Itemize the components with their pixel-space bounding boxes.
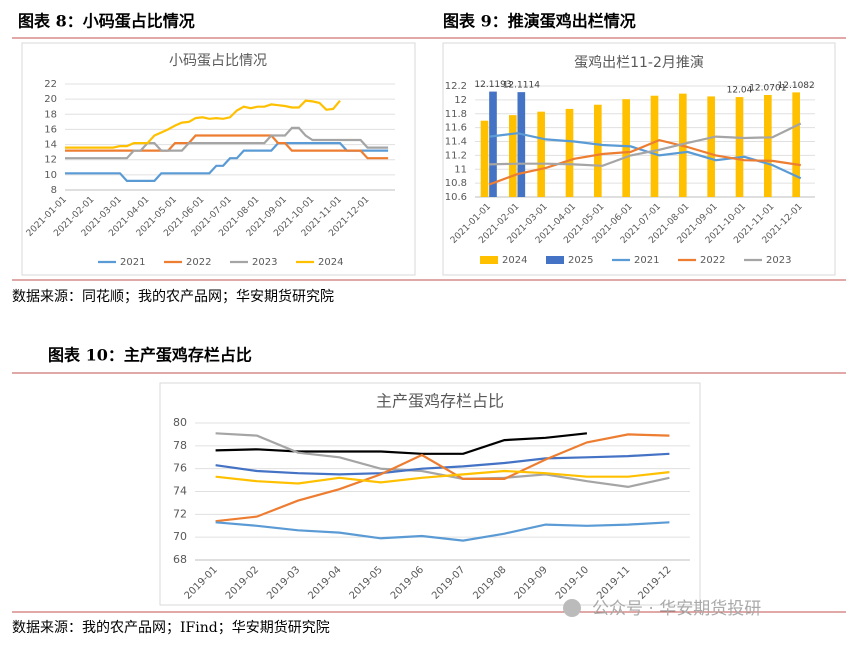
- bar: [537, 111, 545, 197]
- line: [65, 126, 389, 160]
- y-tick-label: 14: [44, 140, 57, 151]
- y-tick-label: 10: [44, 170, 57, 181]
- line: [489, 132, 802, 180]
- line: [488, 138, 801, 186]
- y-tick-label: 78: [173, 439, 187, 452]
- bar: [565, 108, 574, 197]
- y-tick-label: 11.8: [445, 109, 467, 120]
- y-tick-label: 22: [44, 79, 57, 90]
- source: 数据来源：我的农产品网；IFind；华安期货研究院: [12, 619, 330, 636]
- bar: [764, 95, 772, 197]
- legend-label: 2021: [634, 255, 659, 266]
- data-label: 12.1114: [503, 81, 540, 91]
- heading: 图表 10：主产蛋鸡存栏占比: [48, 346, 252, 365]
- y-tick-label: 70: [173, 530, 187, 543]
- y-tick-label: 68: [173, 553, 187, 566]
- y-tick-label: 11.2: [445, 150, 467, 161]
- line: [215, 432, 588, 455]
- data-label: 12.04: [727, 86, 753, 96]
- line: [489, 122, 802, 167]
- line: [215, 469, 670, 485]
- legend-swatch: [480, 256, 498, 264]
- legend-label: 2022: [186, 257, 211, 268]
- data-label: 12.1193: [474, 80, 511, 90]
- source: 数据来源：同花顺；我的农产品网；华安期货研究院: [12, 288, 334, 305]
- legend-label: 2022: [700, 255, 725, 266]
- chart-title: 蛋鸡出栏11-2月推演: [574, 54, 704, 71]
- y-tick-label: 11: [454, 164, 467, 175]
- y-tick-label: 72: [173, 507, 187, 520]
- y-tick-label: 8: [51, 185, 57, 196]
- watermark: 公众号 · 华安期货投研: [592, 599, 761, 619]
- y-tick-label: 10.8: [445, 178, 467, 189]
- y-tick-label: 10.6: [445, 192, 467, 203]
- watermark-icon: [563, 599, 581, 617]
- y-tick-label: 12: [44, 155, 57, 166]
- bar: [594, 104, 602, 197]
- y-tick-label: 74: [173, 485, 187, 498]
- line: [215, 432, 670, 489]
- y-tick-label: 11.4: [445, 137, 467, 148]
- chart-frame: [159, 382, 701, 606]
- y-tick-label: 18: [44, 109, 57, 120]
- y-tick-label: 20: [44, 94, 57, 105]
- legend-label: 2021: [120, 257, 145, 268]
- legend-label: 2024: [502, 255, 527, 266]
- y-tick-label: 16: [44, 124, 57, 135]
- y-tick-label: 11.6: [445, 123, 467, 134]
- legend-swatch: [546, 256, 564, 264]
- chart-title: 小码蛋占比情况: [169, 53, 267, 69]
- line: [215, 433, 670, 523]
- line: [65, 99, 341, 149]
- bar: [650, 95, 659, 197]
- y-tick-label: 76: [173, 462, 187, 475]
- bar: [735, 97, 744, 197]
- line: [215, 521, 670, 542]
- legend-label: 2023: [766, 255, 791, 266]
- bar: [792, 92, 800, 197]
- heading: 图表 8：小码蛋占比情况: [18, 12, 195, 31]
- bar: [622, 99, 630, 197]
- y-tick-label: 12.2: [445, 81, 467, 92]
- legend-label: 2025: [568, 255, 593, 266]
- data-label: 12.0701: [749, 84, 786, 94]
- legend-label: 2024: [318, 257, 343, 268]
- data-label: 12.1082: [778, 81, 815, 91]
- bar: [509, 115, 517, 197]
- legend-label: 2023: [252, 257, 277, 268]
- heading: 图表 9：推演蛋鸡出栏情况: [443, 12, 636, 31]
- line: [65, 134, 389, 160]
- chart-frame: [442, 42, 836, 276]
- y-tick-label: 12: [454, 95, 467, 106]
- bar: [480, 120, 489, 197]
- bar: [707, 96, 715, 197]
- bar: [489, 91, 497, 197]
- chart-title: 主产蛋鸡存栏占比: [376, 392, 504, 411]
- line: [65, 142, 389, 182]
- y-tick-label: 80: [173, 416, 187, 429]
- bar: [517, 92, 526, 197]
